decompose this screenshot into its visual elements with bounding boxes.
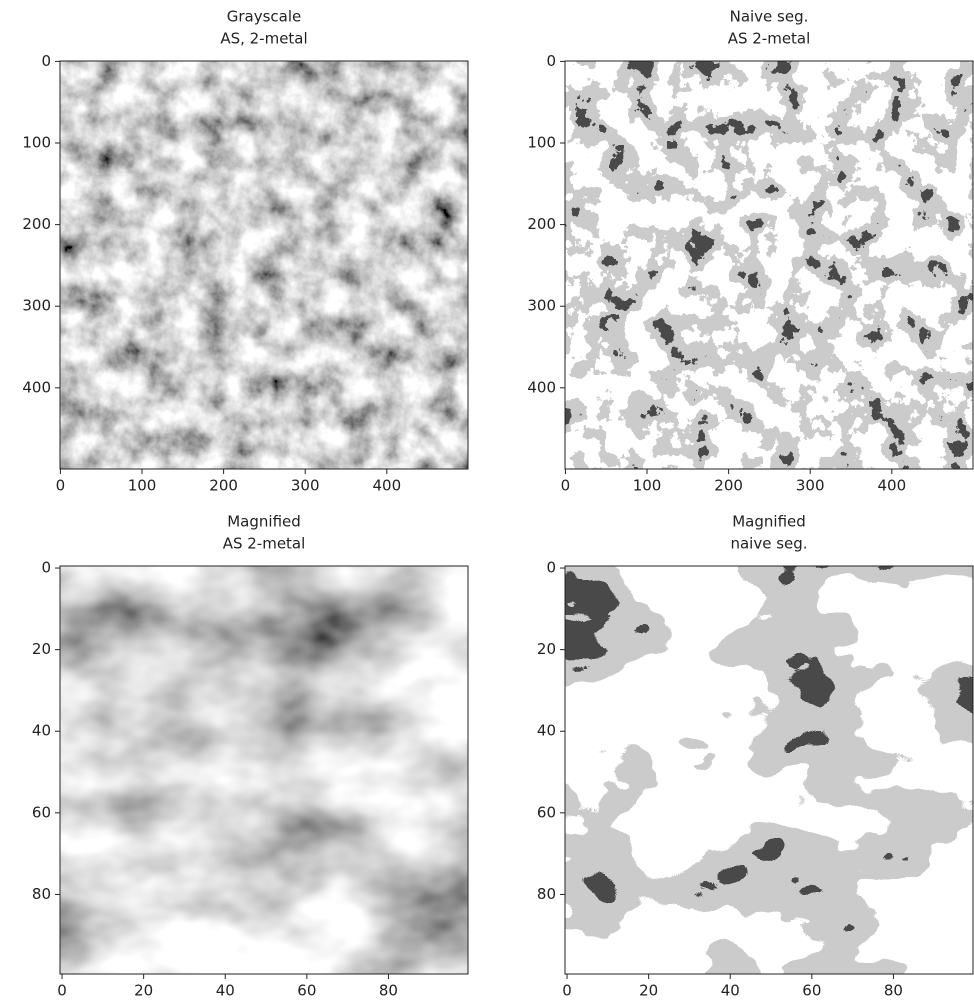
x-tick-label: 40 xyxy=(721,982,740,1000)
x-tick-label: 0 xyxy=(561,477,571,495)
x-tick-label: 0 xyxy=(562,982,572,1000)
panel-title: Magnified xyxy=(732,513,806,531)
x-tick-label: 200 xyxy=(209,477,238,495)
x-tick-label: 0 xyxy=(56,477,66,495)
x-tick-label: 100 xyxy=(633,477,662,495)
panel-title: AS 2-metal xyxy=(223,535,306,553)
y-tick-label: 60 xyxy=(32,803,51,821)
y-tick-label: 80 xyxy=(537,885,556,903)
y-tick-label: 40 xyxy=(537,722,556,740)
x-tick-label: 100 xyxy=(128,477,157,495)
panel-title: AS 2-metal xyxy=(728,30,811,48)
y-tick-label: 0 xyxy=(546,52,556,70)
image xyxy=(60,566,468,974)
x-tick-label: 300 xyxy=(291,477,320,495)
x-tick-label: 0 xyxy=(57,982,67,1000)
y-tick-label: 40 xyxy=(32,722,51,740)
x-tick-label: 200 xyxy=(714,477,743,495)
panel-title: AS, 2-metal xyxy=(220,30,307,48)
x-tick-label: 20 xyxy=(639,982,658,1000)
y-tick-label: 20 xyxy=(32,640,51,658)
panel-title: Grayscale xyxy=(227,8,302,26)
y-tick-label: 200 xyxy=(527,215,556,233)
y-tick-label: 0 xyxy=(546,559,556,577)
x-tick-label: 300 xyxy=(796,477,825,495)
panel-title: naive seg. xyxy=(730,535,807,553)
x-tick-label: 40 xyxy=(216,982,235,1000)
y-tick-label: 0 xyxy=(41,52,51,70)
x-tick-label: 80 xyxy=(884,982,903,1000)
x-tick-label: 60 xyxy=(802,982,821,1000)
y-tick-label: 400 xyxy=(527,378,556,396)
x-tick-label: 20 xyxy=(134,982,153,1000)
image xyxy=(60,61,468,469)
y-tick-label: 300 xyxy=(22,297,51,315)
y-tick-label: 100 xyxy=(22,134,51,152)
panel-title: Naive seg. xyxy=(730,8,809,26)
y-tick-label: 60 xyxy=(537,803,556,821)
x-tick-label: 60 xyxy=(297,982,316,1000)
y-tick-label: 20 xyxy=(537,640,556,658)
y-tick-label: 80 xyxy=(32,885,51,903)
image xyxy=(565,61,973,469)
y-tick-label: 400 xyxy=(22,378,51,396)
y-tick-label: 100 xyxy=(527,134,556,152)
x-tick-label: 400 xyxy=(877,477,906,495)
x-tick-label: 400 xyxy=(372,477,401,495)
image xyxy=(565,566,973,974)
x-tick-label: 80 xyxy=(379,982,398,1000)
figure: GrayscaleAS, 2-metal01002003004000100200… xyxy=(0,0,974,1005)
y-tick-label: 0 xyxy=(41,559,51,577)
panel-title: Magnified xyxy=(227,513,301,531)
y-tick-label: 200 xyxy=(22,215,51,233)
y-tick-label: 300 xyxy=(527,297,556,315)
